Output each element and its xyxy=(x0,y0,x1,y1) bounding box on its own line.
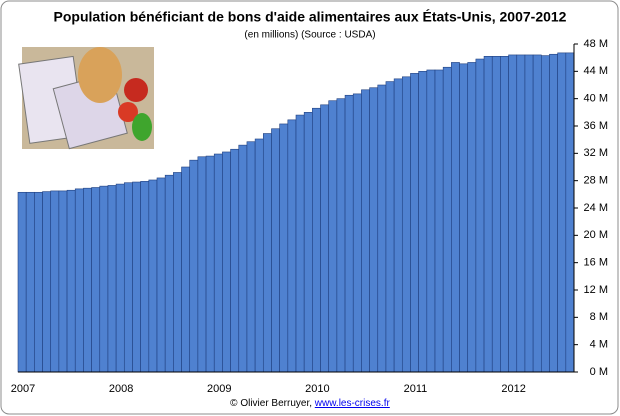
bar xyxy=(459,63,469,373)
y-tick-label: 48 M xyxy=(584,38,608,50)
bar xyxy=(17,191,27,373)
y-tick-label: 4 M xyxy=(590,339,608,351)
bar xyxy=(320,104,330,373)
bar xyxy=(369,87,379,373)
y-tick-label: 20 M xyxy=(584,229,608,241)
chart-title: Population bénéficiant de bons d'aide al… xyxy=(54,9,567,25)
bar xyxy=(173,172,182,373)
bar xyxy=(516,54,526,373)
x-tick-label: 2011 xyxy=(404,383,428,395)
bar xyxy=(524,54,534,373)
bar xyxy=(312,107,321,373)
bar xyxy=(426,69,436,373)
bar xyxy=(279,123,289,373)
bar xyxy=(540,55,550,373)
bar xyxy=(262,133,272,373)
y-tick-label: 0 M xyxy=(590,366,608,378)
bar xyxy=(123,182,133,373)
tomato xyxy=(124,78,148,102)
bar xyxy=(475,58,485,373)
bar xyxy=(181,166,191,373)
bar xyxy=(377,84,387,373)
bar xyxy=(58,190,68,373)
bar xyxy=(508,54,518,373)
bar xyxy=(83,187,92,373)
bar xyxy=(287,119,297,373)
bar xyxy=(500,55,509,373)
bar xyxy=(442,66,452,373)
bar xyxy=(483,55,493,373)
bar xyxy=(549,53,558,373)
bar xyxy=(34,191,43,373)
bar xyxy=(295,114,305,373)
x-tick-label: 2010 xyxy=(305,383,329,395)
bar xyxy=(50,190,60,373)
bar xyxy=(491,55,501,373)
chart-subtitle: (en millions) (Source : USDA) xyxy=(244,30,375,41)
bar xyxy=(213,153,223,373)
bar xyxy=(557,52,567,373)
y-tick-label: 24 M xyxy=(584,202,608,214)
y-tick-label: 16 M xyxy=(584,257,608,269)
bar xyxy=(254,138,264,373)
x-tick-label: 2007 xyxy=(11,383,35,395)
bar xyxy=(393,78,403,373)
photo xyxy=(18,47,154,150)
site-link[interactable]: www.les-crises.fr xyxy=(314,398,391,409)
x-tick-label: 2012 xyxy=(501,383,525,395)
bar xyxy=(271,128,280,373)
credit: © Olivier Berruyer, xyxy=(230,398,312,409)
bar xyxy=(385,81,395,373)
bar xyxy=(115,183,125,373)
bar xyxy=(42,191,52,373)
y-tick-label: 28 M xyxy=(584,175,608,187)
bar xyxy=(565,52,575,373)
pepper xyxy=(132,113,152,141)
bar xyxy=(418,71,428,373)
bar xyxy=(25,191,35,373)
y-tick-label: 36 M xyxy=(584,120,608,132)
bar xyxy=(164,174,174,373)
tomato xyxy=(118,102,138,122)
bar xyxy=(434,69,444,373)
bar xyxy=(344,94,354,373)
bar xyxy=(410,73,419,373)
bar xyxy=(148,179,158,373)
bar xyxy=(532,54,542,373)
bar xyxy=(156,177,166,373)
bar xyxy=(74,188,84,373)
y-tick-label: 44 M xyxy=(584,65,608,77)
bar xyxy=(66,189,76,373)
bar xyxy=(328,100,338,373)
bar xyxy=(99,185,109,373)
bar xyxy=(107,185,117,373)
bar xyxy=(205,155,215,373)
y-tick-label: 40 M xyxy=(584,93,608,105)
bar xyxy=(352,93,362,373)
bar xyxy=(197,156,207,373)
x-tick-label: 2008 xyxy=(109,383,133,395)
bar xyxy=(246,141,256,373)
x-tick-label: 2009 xyxy=(207,383,231,395)
bar xyxy=(91,187,101,373)
bar xyxy=(189,159,199,373)
y-tick-label: 8 M xyxy=(590,311,608,323)
bar xyxy=(132,181,141,373)
bar xyxy=(336,98,346,373)
bread xyxy=(78,47,122,103)
y-tick-label: 12 M xyxy=(584,284,608,296)
bar xyxy=(222,151,231,373)
bar xyxy=(451,62,460,373)
bar xyxy=(230,148,240,373)
bar xyxy=(467,62,477,373)
bar xyxy=(140,181,150,373)
bar xyxy=(401,76,411,373)
y-tick-label: 32 M xyxy=(584,147,608,159)
bar xyxy=(303,112,313,373)
bar xyxy=(238,144,248,373)
footer: © Olivier Berruyer, www.les-crises.fr xyxy=(230,398,390,409)
bar xyxy=(361,89,370,373)
